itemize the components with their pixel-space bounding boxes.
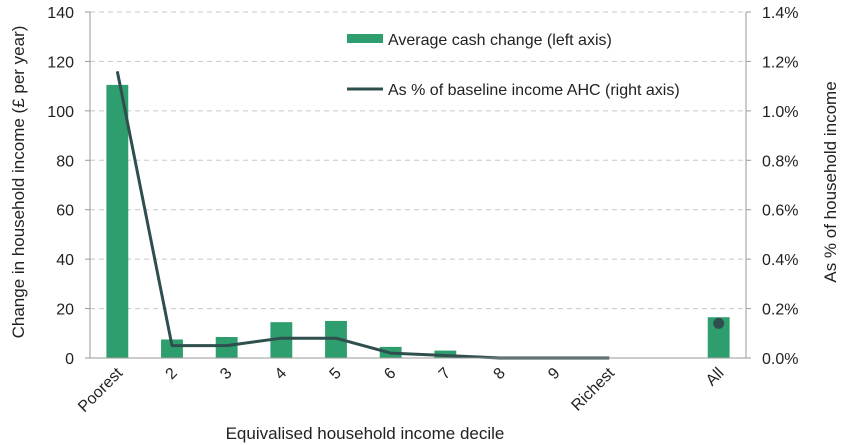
legend: Average cash change (left axis) As % of … xyxy=(347,32,680,99)
x-tick-label: 7 xyxy=(436,365,454,383)
bar-series xyxy=(106,84,730,359)
right-tick-label: 1.0% xyxy=(762,104,798,121)
x-tick-label: 8 xyxy=(491,365,509,383)
right-tick-label: 0.8% xyxy=(762,153,798,170)
bar xyxy=(707,317,730,358)
right-tick-label: 0.2% xyxy=(762,302,798,319)
left-tick-label: 0 xyxy=(65,351,74,368)
bar xyxy=(161,339,183,358)
bar xyxy=(106,84,129,359)
series-line xyxy=(115,71,610,360)
bar xyxy=(270,322,293,358)
x-axis-title: Equivalised household income decile xyxy=(226,424,505,443)
legend-line-label: As % of baseline income AHC (right axis) xyxy=(388,82,680,99)
line-point xyxy=(713,317,725,329)
legend-bar-label: Average cash change (left axis) xyxy=(388,32,612,49)
left-tick-label: 40 xyxy=(56,252,74,269)
x-tick-label: 2 xyxy=(163,365,181,383)
right-axis-title: As % of household income xyxy=(821,81,840,282)
right-tick-label: 0.0% xyxy=(762,351,798,368)
gridlines xyxy=(90,11,746,310)
x-tick-label: All xyxy=(703,365,728,390)
right-tick-label: 1.2% xyxy=(762,54,798,71)
left-tick-label: 120 xyxy=(47,54,74,71)
left-tick-label: 20 xyxy=(56,302,74,319)
right-tick-label: 1.4% xyxy=(762,5,798,22)
axes xyxy=(85,11,751,359)
right-tick-label: 0.6% xyxy=(762,203,798,220)
left-tick-label: 60 xyxy=(56,203,74,220)
line-series xyxy=(115,71,725,360)
x-tick-label: Richest xyxy=(568,364,618,414)
x-tick-label: 5 xyxy=(327,365,345,383)
x-tick-label: 9 xyxy=(545,365,563,383)
left-tick-label: 140 xyxy=(47,5,74,22)
x-tick-label: 6 xyxy=(381,365,399,383)
x-tick-label: Poorest xyxy=(75,364,126,415)
legend-bar-swatch xyxy=(347,34,383,43)
left-tick-label: 100 xyxy=(47,104,74,121)
x-tick-label: 4 xyxy=(272,365,290,383)
left-axis-title: Change in household income (£ per year) xyxy=(9,26,28,339)
x-tick-label: 3 xyxy=(217,365,235,383)
bar xyxy=(215,336,238,358)
left-tick-label: 80 xyxy=(56,153,74,170)
right-tick-label: 0.4% xyxy=(762,252,798,269)
